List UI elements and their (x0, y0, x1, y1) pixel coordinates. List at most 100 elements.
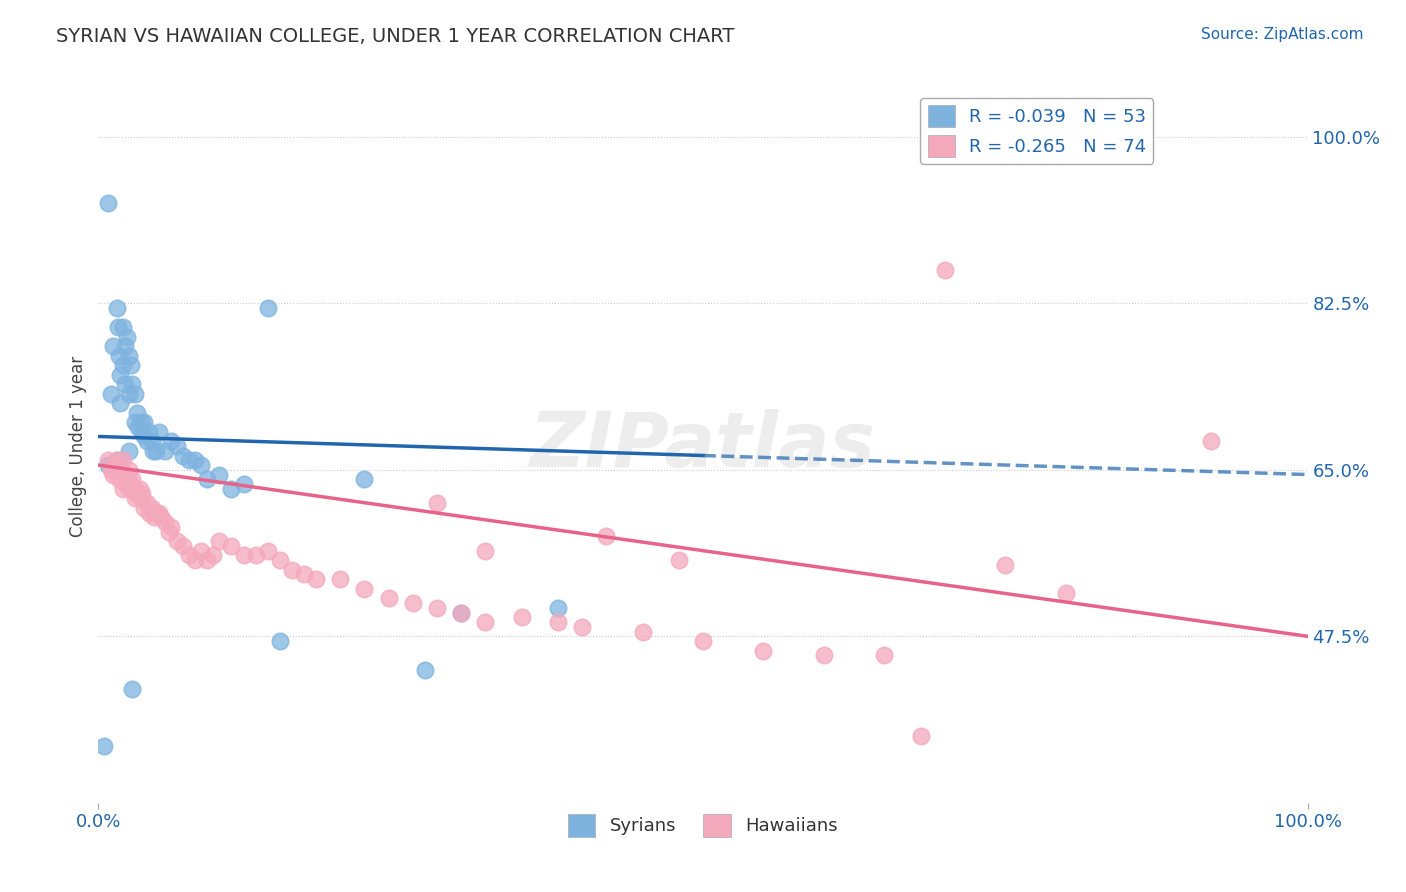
Point (135, 434, 157, 449)
Point (160, 520, 183, 534)
Point (184, 553, 207, 567)
Point (129, 491, 152, 506)
Point (1054, 586, 1077, 600)
Point (148, 425, 170, 439)
Point (269, 553, 291, 567)
Point (105, 453, 128, 467)
Point (107, 463, 129, 477)
Point (195, 553, 218, 567)
Point (813, 648, 835, 663)
Point (108, 368, 131, 382)
Point (547, 615, 569, 629)
Point (873, 648, 896, 663)
Point (184, 453, 207, 467)
Point (153, 443, 176, 458)
Point (115, 477, 138, 491)
Point (269, 634, 291, 648)
Point (190, 458, 212, 472)
Point (111, 320, 134, 334)
Point (135, 496, 157, 510)
Point (145, 506, 167, 520)
Point (127, 406, 149, 420)
Point (547, 600, 569, 615)
Point (208, 467, 231, 482)
Point (104, 458, 127, 472)
Point (138, 425, 160, 439)
Point (245, 549, 267, 563)
Point (402, 596, 425, 610)
Point (329, 572, 352, 586)
Point (141, 434, 163, 449)
Point (100, 463, 122, 477)
Point (111, 453, 134, 467)
Point (131, 425, 153, 439)
Point (221, 482, 243, 496)
Point (143, 510, 166, 524)
Point (134, 415, 156, 429)
Point (474, 615, 496, 629)
Point (111, 358, 134, 372)
Point (160, 434, 183, 449)
Point (256, 301, 278, 315)
Point (195, 472, 218, 486)
Point (127, 486, 149, 500)
Point (134, 500, 156, 515)
Point (118, 386, 141, 401)
Point (121, 377, 143, 392)
Point (153, 515, 176, 529)
Point (179, 549, 201, 563)
Point (281, 563, 304, 577)
Point (121, 681, 143, 696)
Point (97, 453, 120, 467)
Point (111, 482, 134, 496)
Point (172, 539, 194, 553)
Text: ZIPatlas: ZIPatlas (530, 409, 876, 483)
Point (450, 606, 472, 620)
Point (124, 415, 146, 429)
Point (179, 453, 201, 467)
Point (97, 196, 120, 211)
Point (114, 377, 136, 392)
Point (117, 329, 139, 343)
Point (474, 543, 496, 558)
Point (124, 491, 146, 506)
Point (232, 477, 254, 491)
Point (150, 510, 173, 524)
Y-axis label: College, Under 1 year: College, Under 1 year (69, 355, 87, 537)
Point (101, 339, 124, 353)
Point (994, 558, 1017, 572)
Point (232, 549, 254, 563)
Point (107, 320, 129, 334)
Point (292, 567, 315, 582)
Point (142, 443, 165, 458)
Point (114, 467, 136, 482)
Point (114, 339, 136, 353)
Point (1199, 434, 1222, 449)
Point (166, 439, 188, 453)
Point (910, 729, 932, 743)
Point (134, 429, 156, 443)
Point (101, 467, 124, 482)
Point (127, 420, 149, 434)
Point (413, 663, 436, 677)
Point (121, 472, 143, 486)
Point (108, 458, 131, 472)
Point (118, 482, 141, 496)
Point (124, 386, 146, 401)
Point (190, 543, 212, 558)
Point (221, 539, 243, 553)
Point (145, 443, 167, 458)
Point (118, 349, 141, 363)
Point (426, 600, 449, 615)
Point (129, 415, 152, 429)
Point (353, 472, 375, 486)
Point (934, 263, 956, 277)
Point (131, 486, 153, 500)
Point (692, 634, 714, 648)
Point (450, 606, 472, 620)
Point (631, 624, 654, 639)
Point (377, 591, 399, 606)
Point (108, 349, 131, 363)
Point (208, 534, 231, 549)
Point (97, 458, 120, 472)
